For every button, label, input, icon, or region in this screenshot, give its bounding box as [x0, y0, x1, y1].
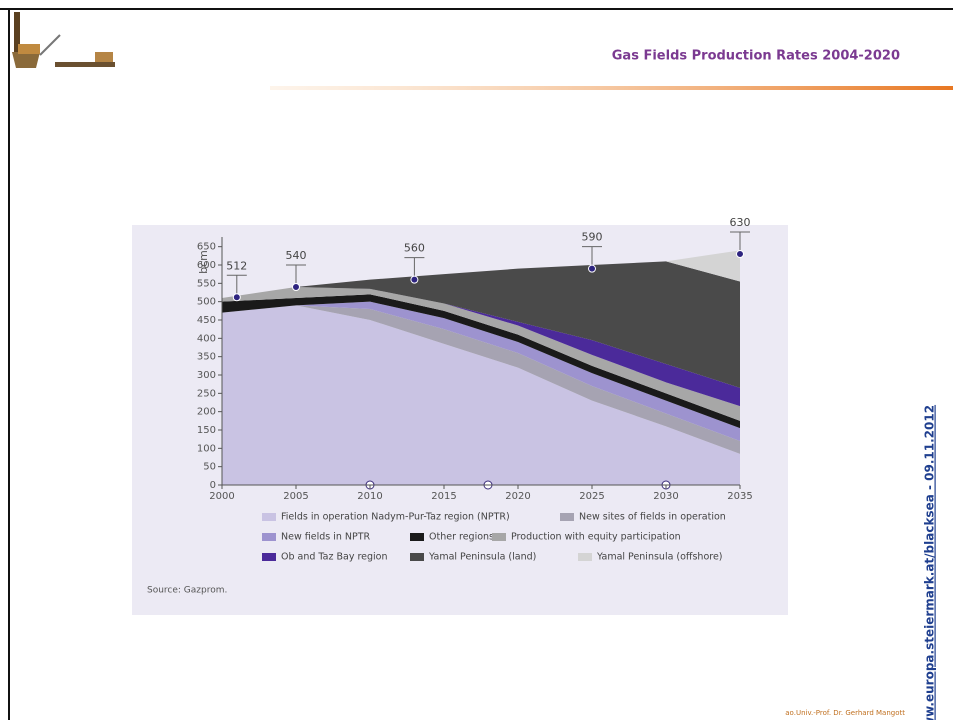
- legend-label: New fields in NPTR: [281, 532, 371, 543]
- x-tick-label: 2010: [357, 491, 382, 502]
- annotation-label: 630: [730, 216, 751, 229]
- y-tick-label: 550: [197, 278, 216, 289]
- y-tick-label: 400: [197, 333, 216, 344]
- page: Gas Fields Production Rates 2004-2020 bc…: [0, 0, 953, 720]
- y-tick-label: 50: [203, 462, 216, 473]
- y-tick-label: 0: [210, 480, 216, 491]
- legend-swatch: [560, 513, 574, 521]
- side-url: www.europa.steiermark.at/blacksea - 09.1…: [923, 405, 937, 720]
- annotation-dot: [411, 276, 418, 283]
- y-tick-label: 150: [197, 425, 216, 436]
- y-tick-label: 100: [197, 443, 216, 454]
- x-tick-label: 2005: [283, 491, 308, 502]
- x-tick-label: 2035: [727, 491, 752, 502]
- annotation-label: 512: [226, 259, 247, 272]
- footer-author: ao.Univ.-Prof. Dr. Gerhard Mangott: [785, 709, 905, 717]
- legend-swatch: [410, 533, 424, 541]
- annotation-label: 540: [286, 249, 307, 262]
- y-tick-label: 300: [197, 370, 216, 381]
- annotation-dot: [293, 284, 300, 291]
- x-tick-label: 2025: [579, 491, 604, 502]
- title-rule: [270, 86, 953, 90]
- x-tick-label: 2030: [653, 491, 678, 502]
- y-tick-label: 600: [197, 260, 216, 271]
- legend-label: Fields in operation Nadym-Pur-Taz region…: [281, 512, 510, 523]
- x-tick-label: 2015: [431, 491, 456, 502]
- legend-swatch: [578, 553, 592, 561]
- y-tick-label: 350: [197, 352, 216, 363]
- y-tick-label: 450: [197, 315, 216, 326]
- legend-swatch: [410, 553, 424, 561]
- y-tick-label: 650: [197, 242, 216, 253]
- source: Source: Gazprom.: [147, 586, 227, 596]
- legend-label: Ob and Taz Bay region: [281, 552, 388, 563]
- annotation-label: 590: [582, 231, 603, 244]
- legend-label: Production with equity participation: [511, 532, 681, 543]
- y-tick-label: 500: [197, 297, 216, 308]
- legend-label: Yamal Peninsula (land): [428, 552, 536, 563]
- y-tick-label: 250: [197, 388, 216, 399]
- slide: Gas Fields Production Rates 2004-2020 bc…: [0, 0, 953, 720]
- x-tick-label: 2020: [505, 491, 530, 502]
- legend-swatch: [262, 513, 276, 521]
- legend-label: Other regions: [429, 532, 494, 543]
- x-tick-label: 2000: [209, 491, 234, 502]
- slide-title: Gas Fields Production Rates 2004-2020: [612, 49, 900, 64]
- legend-label: Yamal Peninsula (offshore): [596, 552, 723, 563]
- legend-swatch: [262, 553, 276, 561]
- annotation-label: 560: [404, 242, 425, 255]
- y-tick-label: 200: [197, 407, 216, 418]
- legend-label: New sites of fields in operation: [579, 512, 726, 523]
- annotation-dot: [737, 251, 744, 258]
- legend-swatch: [492, 533, 506, 541]
- annotation-dot: [233, 294, 240, 301]
- logo: [12, 12, 115, 68]
- legend-swatch: [262, 533, 276, 541]
- annotation-dot: [589, 265, 596, 272]
